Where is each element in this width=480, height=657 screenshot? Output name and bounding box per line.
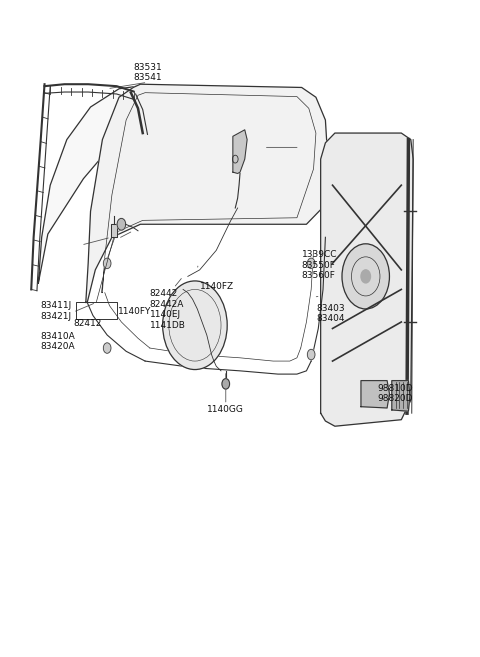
Circle shape (103, 258, 111, 269)
Polygon shape (86, 84, 328, 302)
Polygon shape (392, 380, 410, 411)
Text: 82412: 82412 (73, 319, 101, 328)
Text: 98810D
98820D: 98810D 98820D (378, 384, 413, 403)
Text: 83410A
83420A: 83410A 83420A (41, 332, 75, 351)
Text: 83403
83404: 83403 83404 (316, 304, 345, 323)
Text: 1140FZ: 1140FZ (200, 282, 234, 290)
Circle shape (342, 244, 389, 309)
Polygon shape (38, 86, 143, 283)
Polygon shape (361, 380, 389, 408)
Text: 82442
82442A
1140EJ
1141DB: 82442 82442A 1140EJ 1141DB (150, 290, 186, 330)
Circle shape (307, 350, 315, 360)
Text: 1339CC
83550F
83560F: 1339CC 83550F 83560F (301, 250, 337, 280)
Text: 83411J
83421J: 83411J 83421J (41, 301, 72, 321)
Circle shape (103, 343, 111, 353)
Circle shape (222, 378, 229, 389)
Circle shape (361, 270, 371, 283)
Circle shape (163, 281, 227, 369)
Polygon shape (233, 130, 247, 173)
Text: 83531
83541: 83531 83541 (133, 63, 162, 82)
Circle shape (307, 258, 315, 269)
Polygon shape (321, 133, 413, 426)
Text: 1140GG: 1140GG (207, 405, 244, 415)
Polygon shape (111, 224, 117, 237)
Circle shape (117, 218, 126, 230)
Text: 1140FY: 1140FY (118, 307, 152, 316)
